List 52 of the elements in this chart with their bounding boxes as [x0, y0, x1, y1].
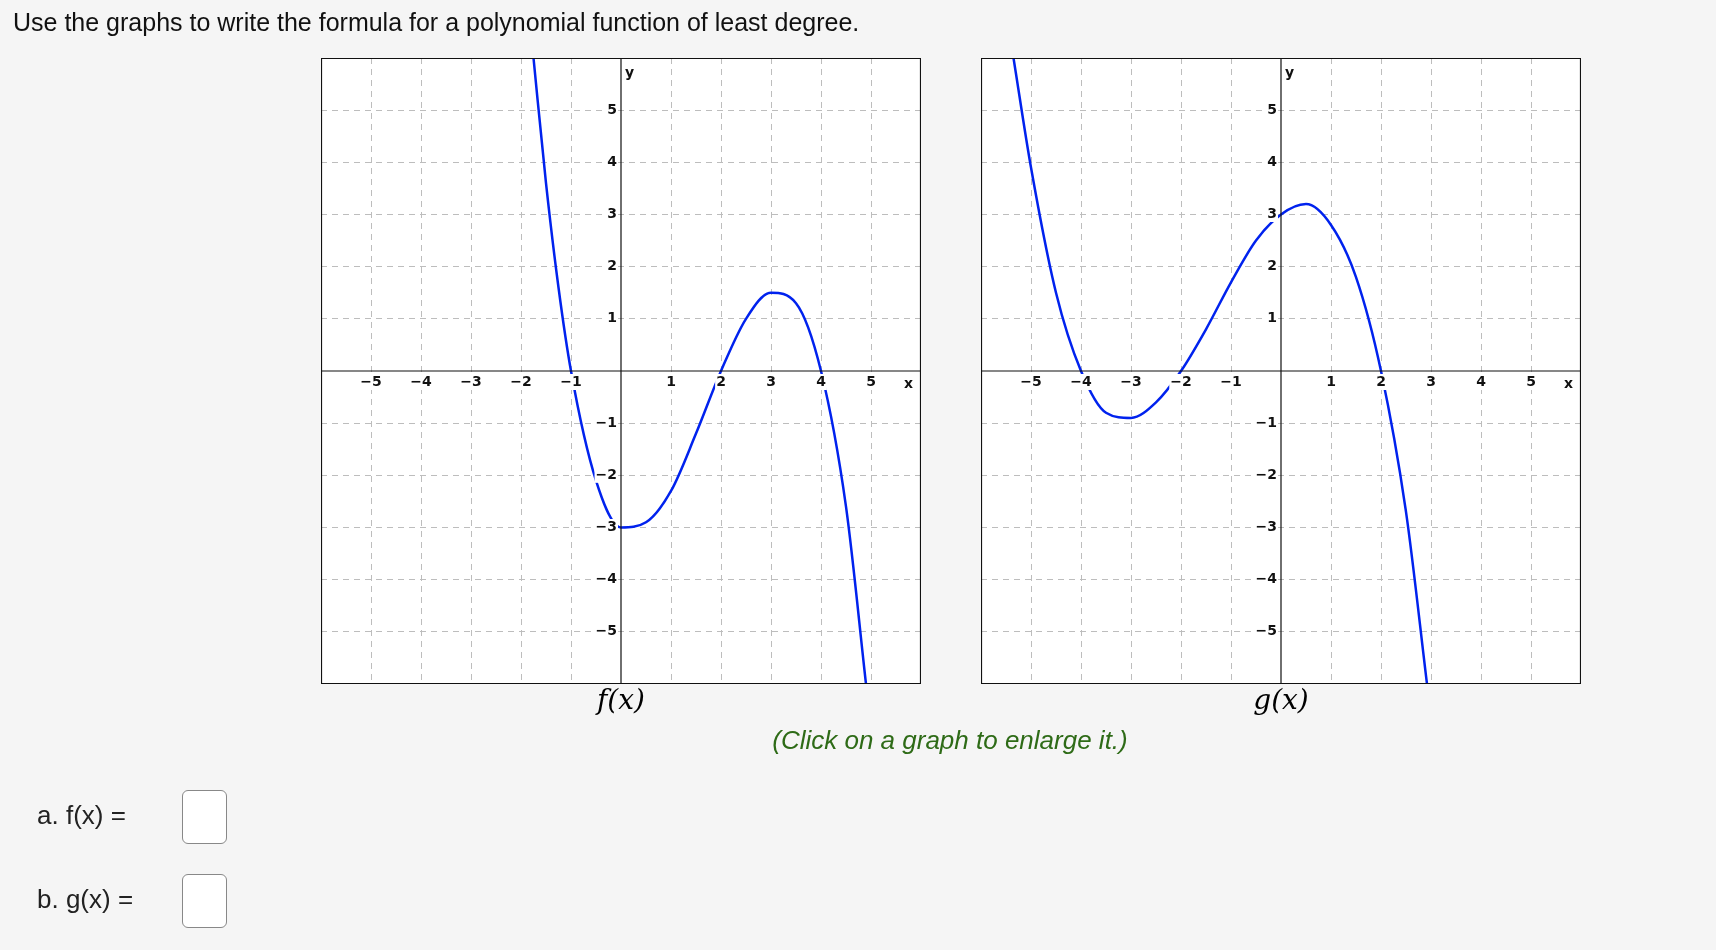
- y-tick-label: −4: [595, 570, 618, 587]
- x-tick-label: −4: [1070, 372, 1092, 389]
- y-tick-label: 4: [607, 152, 618, 169]
- x-tick-label: 4: [816, 372, 827, 389]
- x-tick-label: −2: [1170, 372, 1192, 389]
- y-tick-label: 2: [607, 257, 617, 274]
- y-tick-label: −5: [595, 622, 617, 639]
- y-tick-label: −2: [1255, 465, 1277, 482]
- x-tick-label: −1: [1220, 372, 1242, 389]
- y-tick-label: −1: [595, 413, 617, 430]
- text: Use the graphs to write the formula for a polynomial function of least degree.: [13, 8, 860, 37]
- x-tick-label: 5: [866, 372, 876, 389]
- x-tick-label: 5: [1526, 372, 1536, 389]
- y-tick-label: 5: [1267, 100, 1277, 117]
- y-tick-label: −2: [595, 465, 617, 482]
- x-axis-title: x: [903, 374, 913, 391]
- x-tick-label: 4: [1476, 372, 1487, 389]
- y-tick-label: −1: [1255, 413, 1277, 430]
- text: g(x): [1252, 683, 1310, 716]
- y-tick-label: −3: [1255, 518, 1277, 535]
- x-tick-label: 1: [1326, 372, 1336, 389]
- x-tick-label: −4: [410, 372, 432, 389]
- y-tick-label: 3: [1267, 205, 1277, 222]
- y-axis-title: y: [625, 63, 635, 80]
- x-tick-label: 3: [766, 372, 776, 389]
- y-tick-label: 1: [1267, 309, 1277, 326]
- y-axis-title: y: [1285, 63, 1295, 80]
- x-tick-label: −3: [460, 372, 482, 389]
- line-series: [1012, 58, 1429, 684]
- line-series: [532, 58, 868, 684]
- y-tick-label: 5: [607, 100, 617, 117]
- x-tick-label: 1: [666, 372, 676, 389]
- text: (Click on a graph to enlarge it.): [771, 725, 1129, 756]
- x-axis-title: x: [1563, 374, 1573, 391]
- y-tick-label: −3: [595, 518, 617, 535]
- x-tick-label: −3: [1120, 372, 1142, 389]
- text: a. f(x) =: [37, 800, 126, 831]
- x-tick-label: −5: [360, 372, 382, 389]
- y-tick-label: 3: [607, 205, 617, 222]
- x-tick-label: −5: [1020, 372, 1042, 389]
- x-tick-label: 2: [1376, 372, 1386, 389]
- y-tick-label: 1: [607, 309, 617, 326]
- x-tick-label: −2: [510, 372, 532, 389]
- y-tick-label: 4: [1267, 152, 1278, 169]
- x-tick-label: 2: [716, 372, 726, 389]
- y-tick-label: −4: [1255, 570, 1278, 587]
- x-tick-label: −1: [560, 372, 582, 389]
- text: f(x): [594, 683, 646, 716]
- y-tick-label: 2: [1267, 257, 1277, 274]
- text: b. g(x) =: [37, 884, 134, 915]
- x-tick-label: 3: [1426, 372, 1436, 389]
- y-tick-label: −5: [1255, 622, 1277, 639]
